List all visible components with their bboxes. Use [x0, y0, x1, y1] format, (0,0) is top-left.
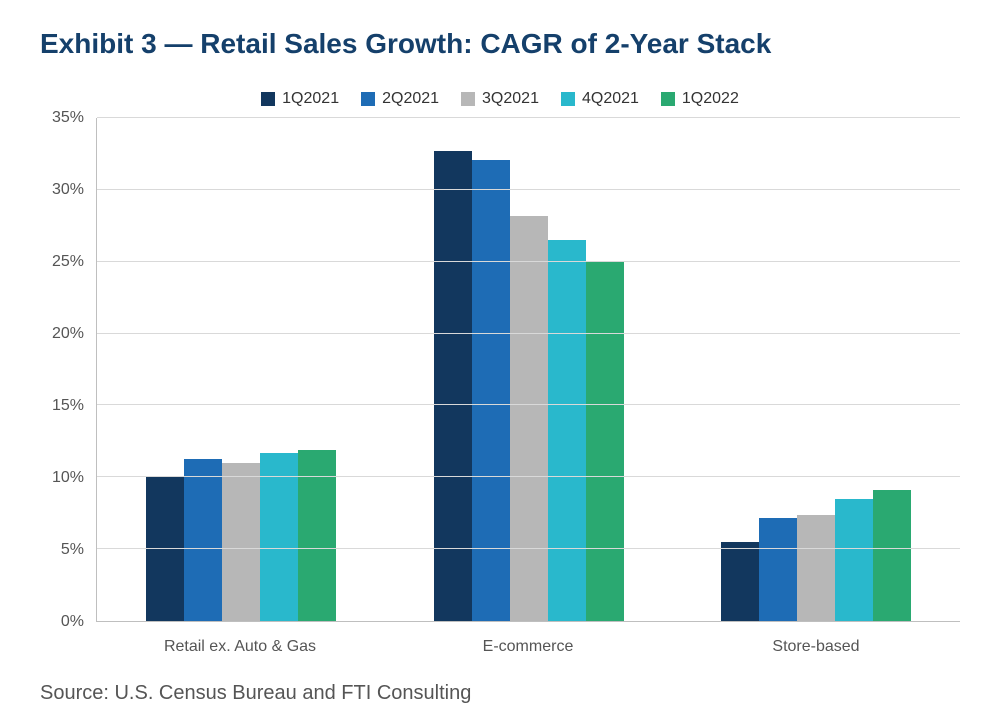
- x-axis-label: Retail ex. Auto & Gas: [96, 622, 384, 656]
- legend-swatch: [461, 92, 475, 106]
- bar: [586, 262, 624, 621]
- bar-groups: [97, 118, 960, 621]
- bar-group: [385, 118, 673, 621]
- bar: [548, 240, 586, 621]
- legend: 1Q2021 2Q2021 3Q2021 4Q2021 1Q2022: [40, 90, 960, 108]
- y-axis: 0%5%10%15%20%25%30%35%: [40, 118, 96, 622]
- legend-item: 3Q2021: [461, 90, 539, 108]
- legend-item: 2Q2021: [361, 90, 439, 108]
- plot-area: [96, 118, 960, 622]
- source-text: Source: U.S. Census Bureau and FTI Consu…: [40, 682, 960, 705]
- chart-title: Exhibit 3 — Retail Sales Growth: CAGR of…: [40, 28, 960, 60]
- legend-swatch: [661, 92, 675, 106]
- bar: [797, 515, 835, 621]
- legend-label: 1Q2021: [282, 90, 339, 108]
- grid-line: [97, 548, 960, 549]
- bar: [472, 160, 510, 621]
- legend-label: 2Q2021: [382, 90, 439, 108]
- y-tick-label: 15%: [40, 397, 84, 415]
- bar: [184, 459, 222, 621]
- x-axis-label: E-commerce: [384, 622, 672, 656]
- legend-swatch: [261, 92, 275, 106]
- x-axis: Retail ex. Auto & GasE-commerceStore-bas…: [96, 622, 960, 656]
- bar: [759, 518, 797, 621]
- legend-swatch: [361, 92, 375, 106]
- grid-line: [97, 333, 960, 334]
- y-tick-label: 20%: [40, 325, 84, 343]
- exhibit-container: Exhibit 3 — Retail Sales Growth: CAGR of…: [0, 0, 1000, 725]
- y-tick-label: 5%: [40, 541, 84, 559]
- legend-label: 3Q2021: [482, 90, 539, 108]
- grid-line: [97, 261, 960, 262]
- x-axis-label: Store-based: [672, 622, 960, 656]
- bar: [260, 453, 298, 621]
- bar: [721, 542, 759, 621]
- y-tick-label: 35%: [40, 109, 84, 127]
- bar: [434, 151, 472, 621]
- legend-item: 1Q2021: [261, 90, 339, 108]
- legend-swatch: [561, 92, 575, 106]
- y-tick-label: 10%: [40, 469, 84, 487]
- legend-item: 1Q2022: [661, 90, 739, 108]
- bar-group: [97, 118, 385, 621]
- chart-area: 0%5%10%15%20%25%30%35%: [40, 118, 960, 622]
- y-tick-label: 25%: [40, 253, 84, 271]
- grid-line: [97, 117, 960, 118]
- legend-item: 4Q2021: [561, 90, 639, 108]
- y-tick-label: 30%: [40, 181, 84, 199]
- bar: [510, 216, 548, 621]
- grid-line: [97, 404, 960, 405]
- bar: [873, 490, 911, 621]
- y-tick-label: 0%: [40, 613, 84, 631]
- bar-group: [672, 118, 960, 621]
- bar: [222, 463, 260, 621]
- grid-line: [97, 189, 960, 190]
- bar: [835, 499, 873, 621]
- grid-line: [97, 476, 960, 477]
- legend-label: 1Q2022: [682, 90, 739, 108]
- legend-label: 4Q2021: [582, 90, 639, 108]
